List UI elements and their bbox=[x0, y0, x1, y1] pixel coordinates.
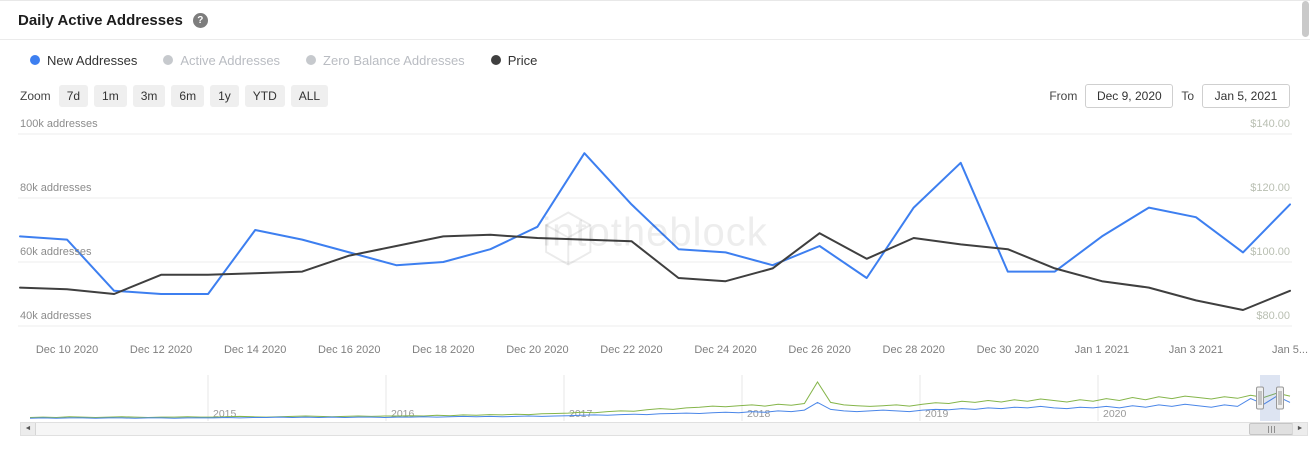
to-date-input[interactable] bbox=[1202, 84, 1290, 108]
legend-item-new-addresses[interactable]: New Addresses bbox=[30, 53, 137, 68]
legend-dot-icon bbox=[163, 55, 174, 65]
legend-label: Price bbox=[507, 52, 538, 68]
zoom-range-buttons: 7d 1m 3m 6m 1y YTD ALL bbox=[58, 85, 329, 107]
legend-label: New Addresses bbox=[47, 52, 138, 68]
x-axis-label: Dec 14 2020 bbox=[223, 344, 287, 356]
navigator-handle-left[interactable] bbox=[1256, 386, 1264, 410]
scrollbar-thumb[interactable] bbox=[1249, 423, 1293, 435]
navigator-green-line bbox=[29, 381, 1291, 419]
legend-item-zero-balance-addresses[interactable]: Zero Balance Addresses bbox=[306, 53, 465, 68]
series-line-new-addresses bbox=[19, 152, 1291, 295]
legend-label: Active Addresses bbox=[180, 52, 281, 68]
navigator-year-label: 2020 bbox=[1103, 408, 1127, 420]
scrollbar-right-arrow-icon[interactable]: ► bbox=[1292, 423, 1307, 435]
legend-dot-icon bbox=[30, 55, 40, 65]
legend-dot-icon bbox=[306, 55, 317, 65]
x-axis-labels: Dec 10 2020 Dec 12 2020 Dec 14 2020 Dec 16 … bbox=[0, 341, 1310, 363]
x-axis-label: Dec 12 2020 bbox=[129, 344, 193, 356]
x-axis-label: Dec 10 2020 bbox=[35, 344, 99, 356]
y-axis-label-left: 40k addresses bbox=[20, 310, 92, 322]
navigator-year-label: 2017 bbox=[569, 408, 593, 420]
navigator-year-label: 2016 bbox=[391, 408, 415, 420]
widget-header: Daily Active Addresses ? bbox=[0, 1, 1310, 40]
x-axis-label: Dec 16 2020 bbox=[318, 344, 381, 356]
help-icon[interactable]: ? bbox=[192, 13, 208, 28]
page-title: Daily Active Addresses bbox=[18, 12, 183, 29]
main-chart-plot[interactable] bbox=[0, 116, 1310, 341]
zoom-label: Zoom bbox=[20, 89, 51, 103]
series-line-price bbox=[19, 232, 1291, 311]
zoom-range-7d[interactable]: 7d bbox=[58, 85, 89, 107]
navigator[interactable]: 2015 2016 2017 2018 2019 2020 bbox=[0, 375, 1310, 421]
y-axis-label-left: 100k addresses bbox=[20, 118, 98, 130]
zoom-range-6m[interactable]: 6m bbox=[171, 85, 205, 107]
page-scrollbar[interactable] bbox=[1302, 1, 1309, 37]
navigator-year-label: 2018 bbox=[747, 408, 771, 420]
zoom-range-3m[interactable]: 3m bbox=[132, 85, 166, 107]
x-axis-label: Dec 28 2020 bbox=[882, 344, 945, 356]
legend: New Addresses Active Addresses Zero Balanc… bbox=[0, 40, 1310, 78]
zoom-range-ytd[interactable]: YTD bbox=[244, 85, 285, 107]
x-axis-label: Dec 22 2020 bbox=[600, 344, 663, 356]
y-axis-label-right: $80.00 bbox=[1256, 310, 1290, 322]
zoom-range-1m[interactable]: 1m bbox=[94, 85, 127, 107]
legend-item-price[interactable]: Price bbox=[490, 52, 538, 68]
zoom-range-1y[interactable]: 1y bbox=[210, 85, 239, 107]
main-chart[interactable]: intotheblock 100k addresses $140.00 80k ad… bbox=[0, 116, 1310, 341]
x-axis-label: Dec 18 2020 bbox=[412, 344, 475, 356]
legend-item-active-addresses[interactable]: Active Addresses bbox=[163, 53, 280, 68]
navigator-blue-line bbox=[29, 395, 1291, 419]
x-axis-label: Dec 20 2020 bbox=[506, 344, 569, 356]
navigator-handle-right[interactable] bbox=[1276, 386, 1284, 410]
y-axis-label-left: 80k addresses bbox=[20, 182, 92, 194]
x-axis-label: Dec 26 2020 bbox=[788, 344, 851, 356]
zoom-range-all[interactable]: ALL bbox=[290, 85, 329, 107]
x-axis-label: Dec 30 2020 bbox=[976, 344, 1039, 356]
x-axis-label: Dec 24 2020 bbox=[694, 344, 757, 356]
horizontal-scrollbar[interactable]: ◄ ► bbox=[20, 422, 1308, 436]
date-range-controls: From To bbox=[1049, 84, 1290, 108]
y-axis-label-right: $140.00 bbox=[1250, 118, 1290, 130]
to-label: To bbox=[1181, 89, 1194, 103]
x-axis-label: Jan 5... bbox=[1271, 344, 1309, 356]
x-axis-label: Jan 1 2021 bbox=[1074, 344, 1130, 356]
x-axis-label: Jan 3 2021 bbox=[1168, 344, 1224, 356]
legend-dot-icon bbox=[490, 55, 501, 65]
y-axis-label-right: $120.00 bbox=[1250, 182, 1290, 194]
navigator-year-label: 2019 bbox=[925, 408, 949, 420]
scrollbar-left-arrow-icon[interactable]: ◄ bbox=[21, 423, 36, 435]
y-axis-label-right: $100.00 bbox=[1250, 246, 1290, 258]
legend-label: Zero Balance Addresses bbox=[323, 52, 465, 68]
navigator-selected-range[interactable] bbox=[1260, 375, 1280, 421]
from-label: From bbox=[1049, 89, 1078, 103]
y-axis-label-left: 60k addresses bbox=[20, 246, 92, 258]
from-date-input[interactable] bbox=[1085, 84, 1174, 108]
